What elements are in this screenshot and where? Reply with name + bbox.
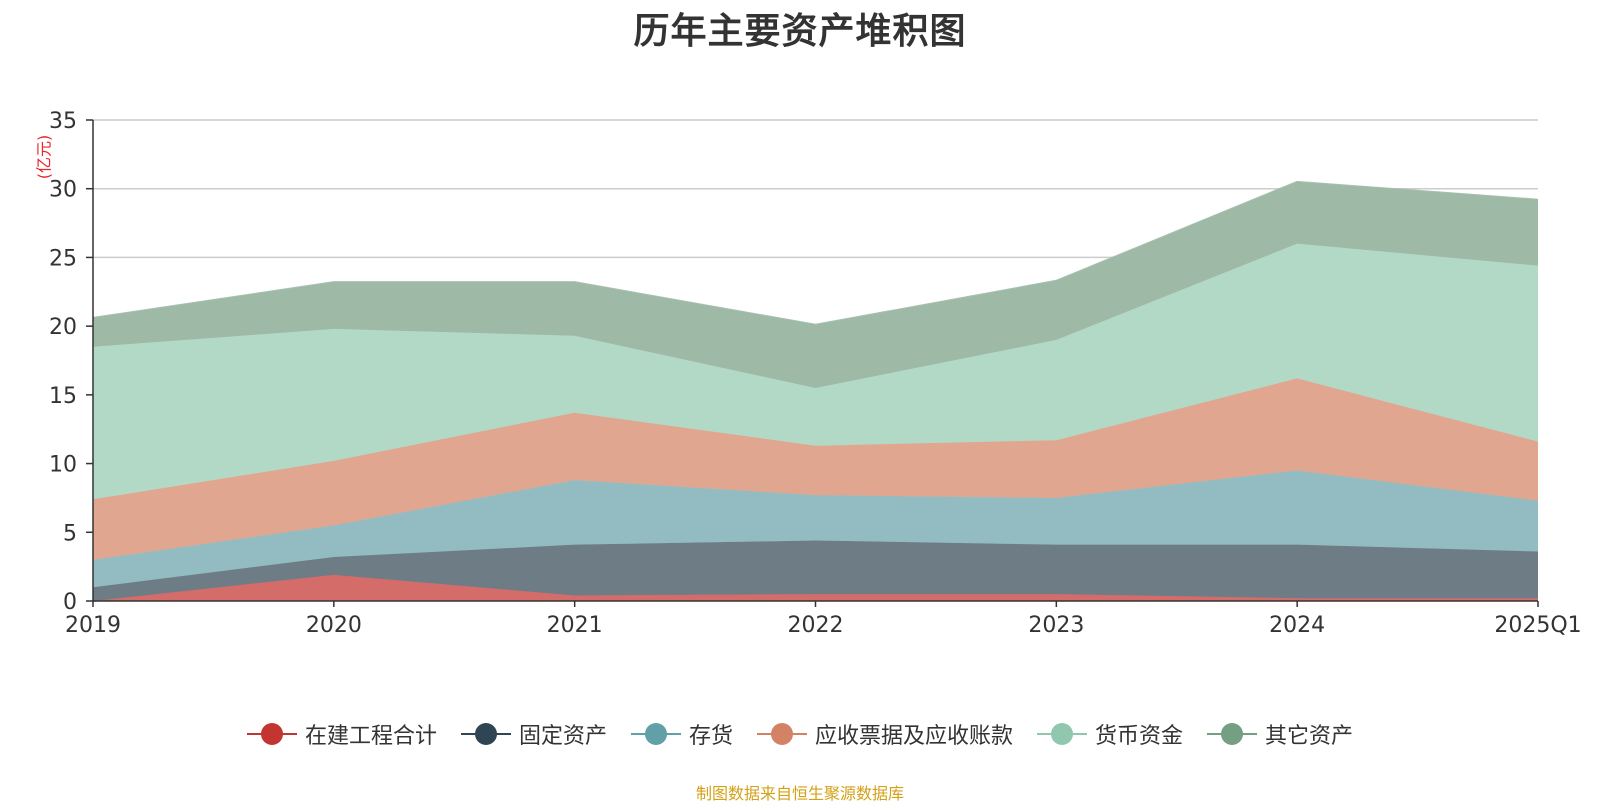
area-series-5 — [93, 181, 1538, 388]
x-tick-label: 2022 — [788, 613, 844, 638]
series-line-5 — [92, 180, 1539, 326]
legend-label: 其它资产 — [1265, 724, 1354, 749]
stacked-area-chart: 0 5 10 15 20 25 30 35 2019 2020 2021 2022 2023 2024 20… — [49, 109, 1582, 638]
legend-label: 在建工程合计 — [304, 724, 437, 749]
y-tick-label: 30 — [49, 178, 77, 203]
y-tick-label: 25 — [49, 246, 77, 271]
chart-title: 历年主要资产堆积图 — [633, 11, 967, 52]
legend-marker-icon — [757, 722, 807, 746]
x-tick-label: 2024 — [1269, 613, 1325, 638]
area-series-4 — [93, 243, 1538, 500]
legend-label: 货币资金 — [1095, 724, 1184, 749]
area-series-0 — [93, 574, 1538, 601]
x-tick-label: 2025Q1 — [1494, 613, 1581, 638]
data-source-note: 制图数据来自恒生聚源数据库 — [695, 784, 904, 803]
y-tick-label: 0 — [63, 590, 77, 615]
legend-marker-icon — [1037, 722, 1088, 746]
y-tick-label: 5 — [63, 521, 77, 546]
legend-item[interactable]: 固定资产 — [460, 718, 607, 750]
x-tick-label: 2021 — [547, 613, 603, 638]
legend-marker-icon — [1207, 722, 1258, 746]
y-tick-label: 15 — [49, 384, 77, 409]
legend-marker-icon — [630, 722, 681, 746]
legend-item[interactable]: 在建工程合计 — [246, 718, 437, 750]
area-series-1 — [93, 540, 1538, 601]
legend-item[interactable]: 应收票据及应收账款 — [757, 718, 1013, 750]
legend-marker-icon — [246, 722, 297, 746]
legend-item[interactable]: 其它资产 — [1207, 718, 1353, 750]
area-series-3 — [93, 378, 1538, 560]
chart-legend: 在建工程合计 固定资产 存货 应收票据及应收账款 货币资金 其它资产 — [0, 718, 1600, 750]
legend-label: 固定资产 — [518, 724, 607, 749]
x-tick-label: 2020 — [306, 613, 362, 638]
x-tick-label: 2019 — [65, 613, 121, 638]
y-tick-label: 10 — [49, 453, 77, 478]
y-tick-label: 35 — [49, 109, 77, 134]
legend-label: 存货 — [688, 724, 733, 749]
y-tick-label: 20 — [49, 315, 77, 340]
legend-item[interactable]: 存货 — [630, 718, 733, 750]
x-tick-label: 2023 — [1028, 613, 1084, 638]
area-series-2 — [93, 470, 1538, 588]
legend-marker-icon — [460, 722, 511, 746]
legend-item[interactable]: 货币资金 — [1037, 718, 1183, 750]
legend-label: 应收票据及应收账款 — [815, 724, 1014, 749]
